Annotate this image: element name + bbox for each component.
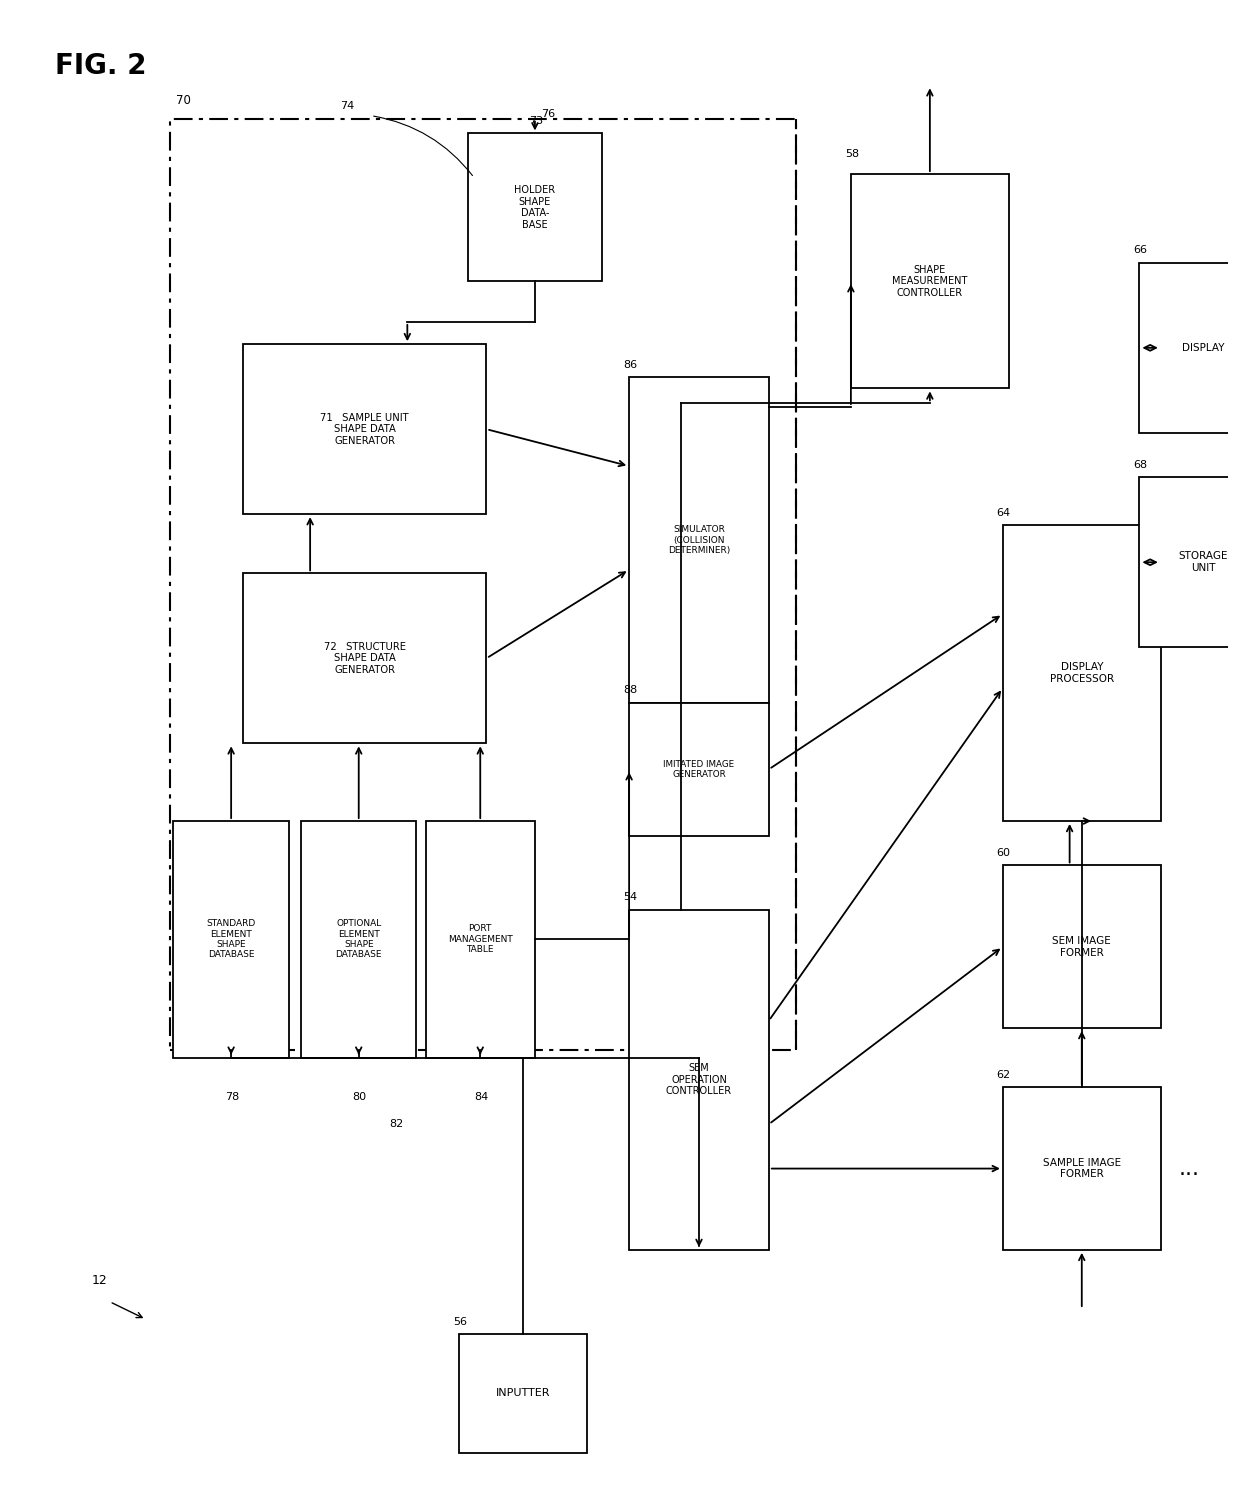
Text: HOLDER
SHAPE
DATA-
BASE: HOLDER SHAPE DATA- BASE: [515, 186, 556, 229]
Text: SEM IMAGE
FORMER: SEM IMAGE FORMER: [1053, 936, 1111, 958]
Text: 68: 68: [1133, 460, 1147, 469]
Bar: [629, 703, 769, 836]
Text: SHAPE
MEASUREMENT
CONTROLLER: SHAPE MEASUREMENT CONTROLLER: [893, 264, 967, 297]
Text: DISPLAY: DISPLAY: [1182, 343, 1225, 353]
Text: 74: 74: [341, 101, 355, 112]
Text: FIG. 2: FIG. 2: [55, 51, 146, 80]
Text: INPUTTER: INPUTTER: [496, 1388, 551, 1399]
Text: 86: 86: [622, 361, 637, 370]
Text: 54: 54: [622, 892, 637, 902]
Bar: [1140, 263, 1240, 433]
Text: 72   STRUCTURE
SHAPE DATA
GENERATOR: 72 STRUCTURE SHAPE DATA GENERATOR: [324, 641, 405, 675]
Text: 12: 12: [92, 1274, 107, 1287]
Text: 88: 88: [622, 685, 637, 696]
Bar: [243, 573, 486, 744]
Text: 82: 82: [389, 1118, 403, 1129]
Text: 64: 64: [997, 509, 1011, 518]
Text: SEM
OPERATION
CONTROLLER: SEM OPERATION CONTROLLER: [666, 1064, 732, 1097]
Text: OPTIONAL
ELEMENT
SHAPE
DATABASE: OPTIONAL ELEMENT SHAPE DATABASE: [336, 919, 382, 960]
Text: 73: 73: [528, 116, 543, 125]
Text: 70: 70: [176, 94, 191, 107]
Text: 58: 58: [844, 149, 859, 160]
Bar: [467, 133, 601, 281]
Text: 71   SAMPLE UNIT
SHAPE DATA
GENERATOR: 71 SAMPLE UNIT SHAPE DATA GENERATOR: [320, 412, 409, 445]
Bar: [1003, 1086, 1161, 1249]
Bar: [459, 1334, 587, 1453]
Text: STORAGE
UNIT: STORAGE UNIT: [1178, 551, 1228, 573]
Bar: [243, 344, 486, 515]
Text: IMITATED IMAGE
GENERATOR: IMITATED IMAGE GENERATOR: [663, 759, 734, 779]
Bar: [1003, 865, 1161, 1028]
Text: PORT
MANAGEMENT
TABLE: PORT MANAGEMENT TABLE: [448, 925, 512, 954]
Text: 56: 56: [453, 1317, 467, 1326]
Bar: [629, 377, 769, 703]
Text: SAMPLE IMAGE
FORMER: SAMPLE IMAGE FORMER: [1043, 1157, 1121, 1180]
Text: STANDARD
ELEMENT
SHAPE
DATABASE: STANDARD ELEMENT SHAPE DATABASE: [207, 919, 255, 960]
Text: 60: 60: [997, 848, 1011, 859]
Text: 62: 62: [997, 1070, 1011, 1080]
Text: 76: 76: [541, 109, 556, 119]
Bar: [629, 910, 769, 1249]
Text: 80: 80: [352, 1093, 367, 1102]
Bar: [851, 174, 1009, 388]
Bar: [301, 821, 417, 1058]
Bar: [174, 821, 289, 1058]
Text: 78: 78: [224, 1093, 239, 1102]
Text: 66: 66: [1133, 246, 1147, 255]
Text: SIMULATOR
(COLLISION
DETERMINER): SIMULATOR (COLLISION DETERMINER): [668, 525, 730, 555]
Bar: [425, 821, 534, 1058]
Text: 84: 84: [474, 1093, 489, 1102]
Text: DISPLAY
PROCESSOR: DISPLAY PROCESSOR: [1050, 662, 1114, 684]
Text: ...: ...: [1179, 1159, 1200, 1179]
Bar: [1003, 525, 1161, 821]
Bar: [170, 119, 796, 1050]
Bar: [1140, 477, 1240, 647]
